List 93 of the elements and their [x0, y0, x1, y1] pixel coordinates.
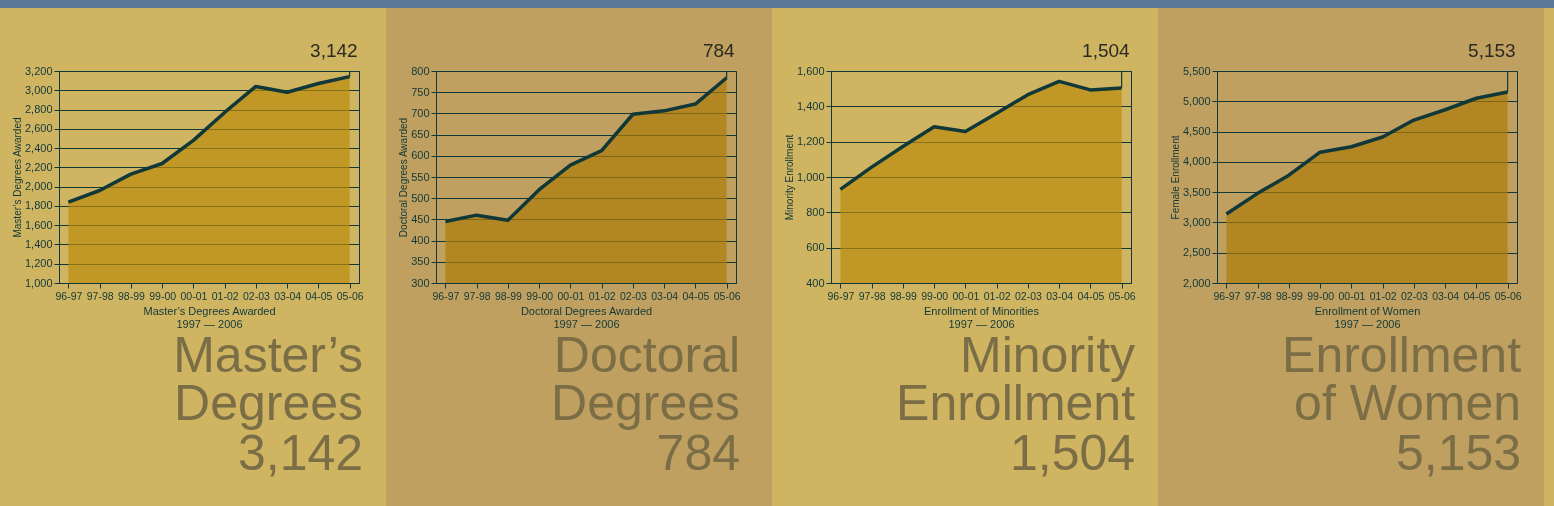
y-tick-label: 2,600: [24, 122, 53, 135]
y-tick-label: 3,500: [1182, 185, 1211, 198]
x-axis-title: Master’s Degrees Awarded 1997 — 2006: [143, 305, 276, 330]
x-tick-label: 00-01: [1338, 289, 1366, 302]
y-tick-label: 1,200: [796, 135, 825, 148]
x-tick-label: 98-99: [494, 289, 522, 302]
y-tick-label: 800: [806, 205, 825, 218]
x-tick-label: 02-03: [242, 289, 270, 302]
y-tick-label: 1,800: [24, 199, 53, 212]
y-tick-label: 2,500: [1182, 246, 1211, 259]
y-tick-label: 1,400: [796, 99, 825, 112]
y-tick-label: 4,000: [1182, 155, 1211, 168]
y-tick-label: 550: [411, 170, 430, 183]
y-axis-title: Master’s Degrees Awarded: [11, 117, 23, 238]
text: 1,504: [1009, 424, 1136, 481]
x-tick-label: 96-97: [55, 289, 83, 302]
y-tick-label: 750: [411, 85, 430, 98]
x-tick-label: 00-01: [557, 289, 585, 302]
text: 784: [656, 424, 741, 481]
x-tick-label: 02-03: [619, 289, 647, 302]
y-tick-label: 1,400: [24, 237, 53, 250]
y-tick-label: 500: [411, 191, 430, 204]
y-tick-label: 3,000: [1182, 215, 1211, 228]
y-tick-label: 2,200: [24, 160, 53, 173]
x-tick-label: 96-97: [1213, 289, 1241, 302]
y-axis-title: Doctoral Degrees Awarded: [398, 117, 410, 238]
x-tick-label: 04-05: [1077, 289, 1105, 302]
x-tick-label: 04-05: [1463, 289, 1491, 302]
x-tick-label: 03-04: [274, 289, 302, 302]
x-tick-label: 97-98: [86, 289, 114, 302]
y-tick-label: 1,200: [24, 257, 53, 270]
y-tick-label: 1,000: [796, 170, 825, 183]
y-tick-label: 2,800: [24, 103, 53, 116]
y-axis-title: Minority Enrollment: [783, 134, 795, 221]
x-tick-label: 05-06: [713, 289, 741, 302]
y-tick-label: 5,500: [1182, 64, 1211, 77]
x-tick-label: 05-06: [1494, 289, 1522, 302]
y-tick-label: 450: [411, 212, 430, 225]
x-tick-label: 97-98: [1244, 289, 1272, 302]
annotation: 784: [702, 40, 736, 61]
x-tick-label: 03-04: [1046, 289, 1074, 302]
x-tick-label: 01-02: [211, 289, 239, 302]
y-tick-label: 800: [411, 64, 430, 77]
y-tick-label: 5,000: [1182, 94, 1211, 107]
x-tick-label: 98-99: [117, 289, 145, 302]
x-tick-label: 00-01: [180, 289, 208, 302]
x-axis-title: Enrollment of Minorities 1997 — 2006: [924, 305, 1040, 330]
y-tick-label: 2,000: [24, 180, 53, 193]
x-tick-label: 98-99: [889, 289, 917, 302]
x-tick-label: 02-03: [1014, 289, 1042, 302]
annotation: 5,153: [1468, 40, 1516, 61]
x-tick-label: 02-03: [1400, 289, 1428, 302]
x-tick-label: 99-00: [921, 289, 949, 302]
x-axis-title: Doctoral Degrees Awarded 1997 — 2006: [520, 305, 653, 330]
text: 5,153: [1395, 424, 1522, 481]
y-tick-label: 3,200: [24, 64, 53, 77]
annotation: 3,142: [310, 40, 358, 61]
y-tick-label: 600: [411, 149, 430, 162]
x-tick-label: 99-00: [526, 289, 554, 302]
x-tick-label: 01-02: [1369, 289, 1397, 302]
x-tick-label: 05-06: [336, 289, 364, 302]
x-tick-label: 04-05: [682, 289, 710, 302]
y-tick-label: 1,600: [796, 64, 825, 77]
x-tick-label: 05-06: [1108, 289, 1136, 302]
y-tick-label: 400: [806, 276, 825, 289]
y-tick-label: 700: [411, 106, 430, 119]
y-tick-label: 600: [806, 241, 825, 254]
y-tick-label: 400: [411, 234, 430, 247]
x-tick-label: 97-98: [463, 289, 491, 302]
y-tick-label: 350: [411, 255, 430, 268]
x-tick-label: 03-04: [651, 289, 679, 302]
x-tick-label: 97-98: [858, 289, 886, 302]
x-tick-label: 96-97: [827, 289, 855, 302]
y-axis-title: Female Enrollment: [1169, 135, 1181, 220]
annotation: 1,504: [1082, 40, 1131, 61]
y-tick-label: 1,000: [24, 276, 53, 289]
x-tick-label: 99-00: [1307, 289, 1335, 302]
x-tick-label: 00-01: [952, 289, 980, 302]
y-tick-label: 1,600: [24, 218, 53, 231]
x-tick-label: 03-04: [1432, 289, 1460, 302]
x-tick-label: 96-97: [432, 289, 460, 302]
x-tick-label: 01-02: [983, 289, 1011, 302]
x-tick-label: 01-02: [588, 289, 616, 302]
x-axis-title: Enrollment of Women 1997 — 2006: [1314, 305, 1421, 330]
x-tick-label: 98-99: [1275, 289, 1303, 302]
y-tick-label: 2,400: [24, 141, 53, 154]
y-tick-label: 3,000: [24, 83, 53, 96]
y-tick-label: 2,000: [1182, 276, 1211, 289]
x-tick-label: 99-00: [149, 289, 177, 302]
y-tick-label: 4,500: [1182, 125, 1211, 138]
y-tick-label: 650: [411, 128, 430, 141]
x-tick-label: 04-05: [305, 289, 333, 302]
y-tick-label: 300: [411, 276, 430, 289]
